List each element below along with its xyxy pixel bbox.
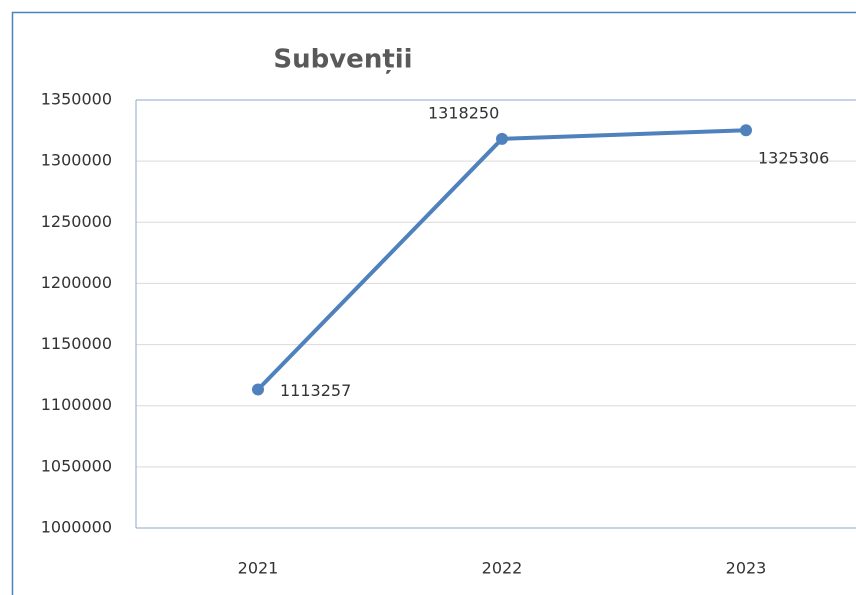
data-label: 1113257: [280, 381, 351, 400]
point: [252, 383, 264, 396]
y-tick-label: 1250000: [41, 212, 112, 231]
x-tick-label: 2022: [482, 559, 523, 578]
chart-frame: [11, 11, 856, 595]
y-tick-label: 1100000: [41, 395, 112, 414]
y-tick-label: 1350000: [41, 90, 112, 109]
y-tick-label: 1300000: [41, 151, 112, 170]
point: [740, 124, 752, 137]
y-tick-label: 1150000: [41, 334, 112, 353]
data-label: 1318250: [428, 103, 499, 122]
y-tick-label: 1200000: [41, 273, 112, 292]
x-tick-label: 2021: [238, 559, 279, 578]
point: [496, 132, 508, 145]
x-tick-label: 2023: [726, 559, 767, 578]
chart-title: Subvenții: [273, 45, 412, 75]
data-label: 1325306: [758, 149, 829, 168]
y-tick-label: 1000000: [41, 518, 112, 537]
y-tick-label: 1050000: [41, 456, 112, 475]
